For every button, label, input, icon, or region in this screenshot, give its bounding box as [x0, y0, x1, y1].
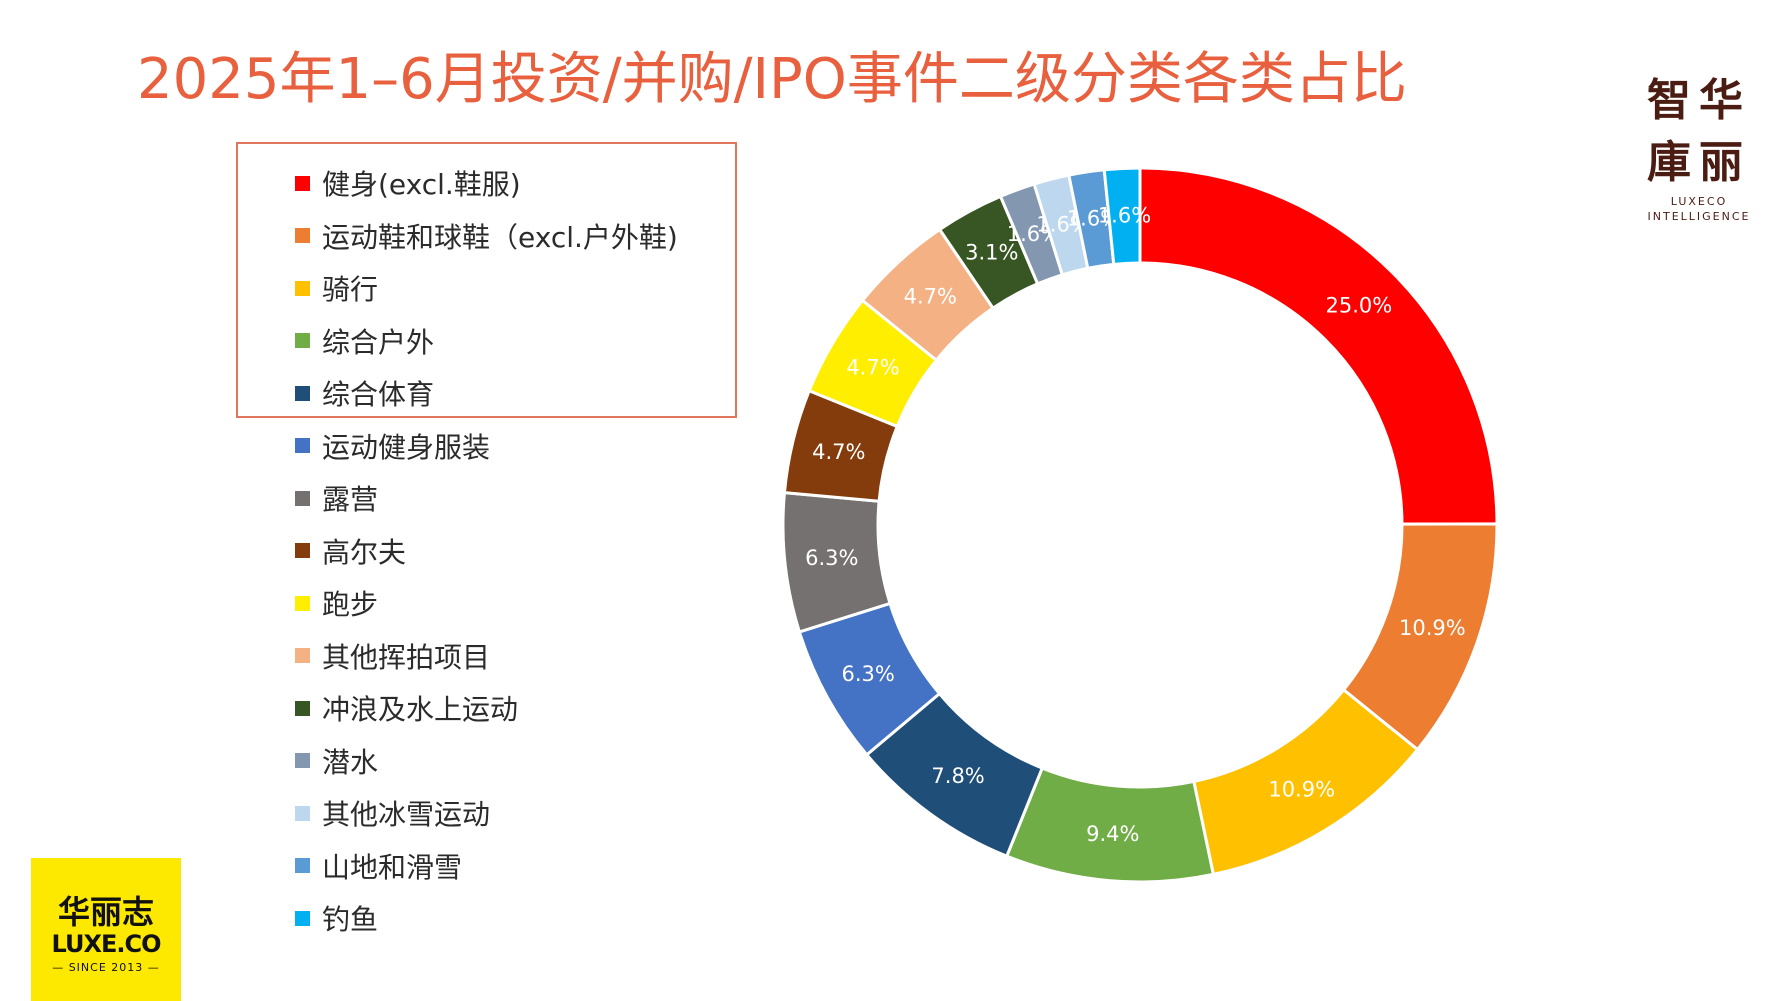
legend-label: 跑步: [322, 588, 379, 622]
legend-swatch: [295, 175, 310, 191]
legend-item: 山地和滑雪: [295, 840, 765, 893]
legend-item: 综合户外: [295, 315, 765, 368]
data-label: 1.6%: [1098, 203, 1151, 227]
legend-label: 露营: [322, 483, 379, 517]
donut-chart: 25.0% 10.9% 10.9% 9.4% 7.8% 6.3% 6.3% 4.7% 4.7% 4…: [781, 166, 1499, 884]
legend-label: 山地和滑雪: [322, 850, 463, 884]
legend-item: 钓鱼: [295, 892, 765, 945]
logo-sub-1: LUXECO: [1670, 195, 1728, 208]
legend-item: 冲浪及水上运动: [295, 682, 765, 735]
legend-swatch: [295, 700, 310, 716]
legend-swatch: [295, 228, 310, 244]
data-label: 4.7%: [812, 440, 865, 464]
legend-item: 运动鞋和球鞋（excl.户外鞋): [295, 210, 765, 263]
data-label: 7.8%: [931, 764, 984, 788]
luxe-logo-en: LUXE.CO: [51, 930, 162, 958]
legend-item: 露营: [295, 472, 765, 525]
legend-swatch: [295, 595, 310, 611]
legend-item: 综合体育: [295, 367, 765, 420]
legend-label: 冲浪及水上运动: [322, 693, 519, 727]
legend-item: 其他挥拍项目: [295, 630, 765, 683]
legend-item: 跑步: [295, 577, 765, 630]
legend-label: 潜水: [322, 745, 379, 779]
legend-item: 健身(excl.鞋服): [295, 157, 765, 210]
data-label: 25.0%: [1326, 294, 1393, 318]
legend-label: 综合户外: [322, 325, 435, 359]
data-label: 6.3%: [842, 662, 895, 686]
data-label: 4.7%: [904, 285, 957, 309]
legend-swatch: [295, 385, 310, 401]
luxeco-intelligence-logo: 智华 庫丽 LUXECO INTELLIGENCE: [1624, 70, 1774, 224]
legend-item: 其他冰雪运动: [295, 787, 765, 840]
legend-item: 骑行: [295, 262, 765, 315]
donut-segment: [1102, 166, 1142, 266]
legend-label: 运动鞋和球鞋（excl.户外鞋): [322, 220, 678, 254]
legend-label: 综合体育: [322, 378, 435, 412]
legend-label: 高尔夫: [322, 535, 407, 569]
legend-swatch: [295, 543, 310, 559]
data-label: 3.1%: [965, 241, 1018, 265]
data-label: 4.7%: [846, 356, 899, 380]
legend-label: 骑行: [322, 273, 379, 307]
legend-swatch: [295, 648, 310, 664]
legend-label: 健身(excl.鞋服): [322, 168, 521, 202]
logo-line-1: 智华: [1647, 75, 1751, 126]
logo-sub-2: INTELLIGENCE: [1647, 210, 1751, 223]
legend-label: 运动健身服装: [322, 430, 491, 464]
legend-swatch: [295, 753, 310, 769]
legend-highlight-box: [236, 142, 737, 418]
data-label: 6.3%: [805, 546, 858, 570]
legend-swatch: [295, 333, 310, 349]
legend-swatch: [295, 805, 310, 821]
luxe-co-logo: 华丽志 LUXE.CO — SINCE 2013 —: [31, 858, 181, 1001]
legend-item: 潜水: [295, 735, 765, 788]
chart-title: 2025年1–6月投资/并购/IPO事件二级分类各类占比: [137, 47, 1407, 112]
logo-line-2: 庫丽: [1647, 137, 1751, 188]
luxe-logo-cn: 华丽志: [57, 893, 154, 931]
data-label: 9.4%: [1086, 822, 1139, 846]
legend-swatch: [295, 858, 310, 874]
legend-label: 其他冰雪运动: [322, 798, 491, 832]
data-label: 10.9%: [1268, 778, 1335, 802]
legend-label: 钓鱼: [322, 903, 379, 937]
legend-swatch: [295, 490, 310, 506]
legend-swatch: [295, 438, 310, 454]
chart-legend: 健身(excl.鞋服) 运动鞋和球鞋（excl.户外鞋) 骑行综合户外综合体育运动健…: [295, 157, 765, 945]
donut-segment: [1138, 166, 1499, 526]
legend-label: 其他挥拍项目: [322, 640, 491, 674]
legend-item: 运动健身服装: [295, 420, 765, 473]
legend-swatch: [295, 280, 310, 296]
luxe-logo-since: — SINCE 2013 —: [52, 961, 160, 974]
data-label: 10.9%: [1399, 616, 1466, 640]
legend-item: 高尔夫: [295, 525, 765, 578]
legend-swatch: [295, 910, 310, 926]
